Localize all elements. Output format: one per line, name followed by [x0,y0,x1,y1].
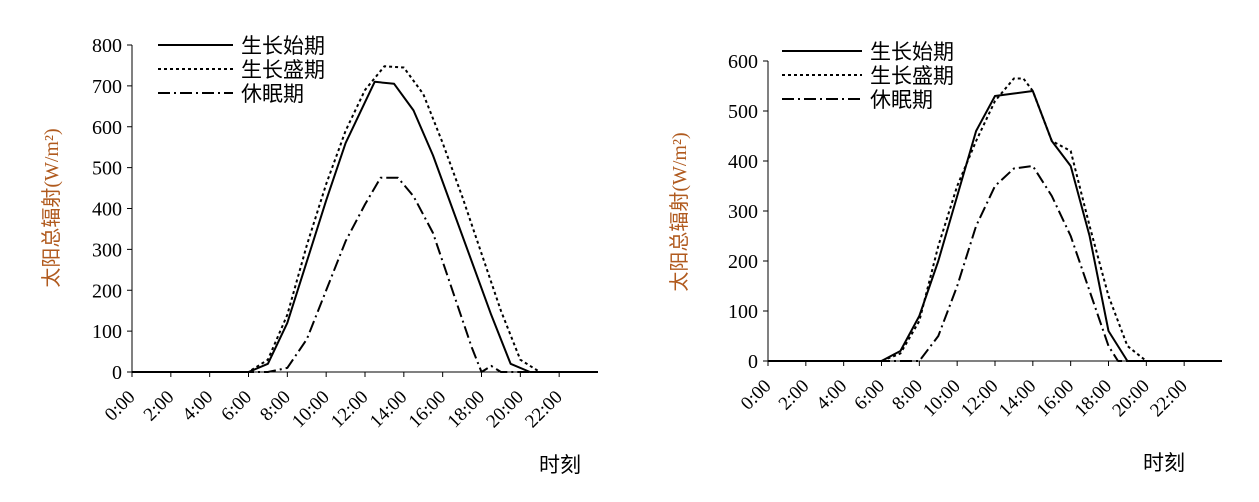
y-tick-label: 100 [728,301,758,323]
series-line-dotted [768,77,1222,362]
x-tick-label: 0:00 [101,387,140,426]
y-tick-label: 0 [748,351,758,373]
legend-label: 生长始期 [870,40,954,64]
x-tick-label: 14:00 [995,376,1040,421]
x-axis-title: 时刻 [1143,451,1185,475]
y-tick-label: 400 [92,199,122,221]
x-tick-label: 12:00 [957,376,1002,421]
x-tick-label: 8:00 [256,387,295,426]
x-tick-label: 16:00 [1033,376,1078,421]
y-tick-label: 600 [728,51,758,73]
x-tick-label: 2:00 [140,387,179,426]
x-tick-label: 22:00 [1146,376,1191,421]
legend-label: 休眠期 [241,82,304,106]
series-line-solid [768,90,1222,362]
legend-label: 生长盛期 [241,58,325,82]
y-tick-label: 500 [92,158,122,180]
y-axis-title: 太阳总辐射(W/m²) [40,128,63,287]
y-tick-label: 400 [728,151,758,173]
x-tick-label: 0:00 [737,376,776,415]
x-axis-title: 时刻 [539,453,581,477]
x-tick-label: 14:00 [366,387,411,432]
chart-svg: 0 100 200 300 400 500 600 700 800 0:00 2:00 4:00 6:0… [40,34,598,477]
series-line-solid [132,80,598,373]
y-tick-label: 700 [92,76,122,98]
y-tick-label: 300 [728,201,758,223]
x-tick-label: 10:00 [288,387,333,432]
chart-solar-radiation-left: 0 100 200 300 400 500 600 700 800 0:00 2:00 4:00 6:0… [0,0,630,497]
series-line-dashdot [768,165,1222,362]
series-line-dashdot [132,176,598,373]
x-tick-label: 22:00 [521,387,566,432]
y-tick-label: 200 [728,251,758,273]
x-tick-label: 4:00 [178,387,217,426]
x-tick-label: 16:00 [405,387,450,432]
x-tick-label: 18:00 [444,387,489,432]
legend-label: 休眠期 [870,88,933,112]
x-tick-label: 20:00 [1108,376,1153,421]
x-tick-label: 18:00 [1071,376,1116,421]
x-tick-label: 20:00 [482,387,527,432]
y-tick-label: 500 [728,101,758,123]
x-tick-label: 2:00 [775,376,814,415]
chart-solar-radiation-right: 0 100 200 300 400 500 600 0:00 2:00 4:00 6:00 8:00 1… [630,0,1259,497]
legend-label: 生长盛期 [870,64,954,88]
x-tick-label: 6:00 [850,376,889,415]
legend-label: 生长始期 [241,34,325,58]
x-tick-label: 4:00 [812,376,851,415]
x-tick-label: 12:00 [327,387,372,432]
y-tick-label: 800 [92,35,122,57]
x-tick-label: 10:00 [919,376,964,421]
y-tick-label: 300 [92,239,122,261]
y-tick-label: 600 [92,117,122,139]
y-tick-label: 200 [92,280,122,302]
y-axis-title: 太阳总辐射(W/m²) [668,132,691,291]
x-tick-label: 6:00 [217,387,256,426]
y-tick-label: 100 [92,321,122,343]
series-line-dotted [132,65,598,373]
y-tick-label: 0 [112,362,122,384]
